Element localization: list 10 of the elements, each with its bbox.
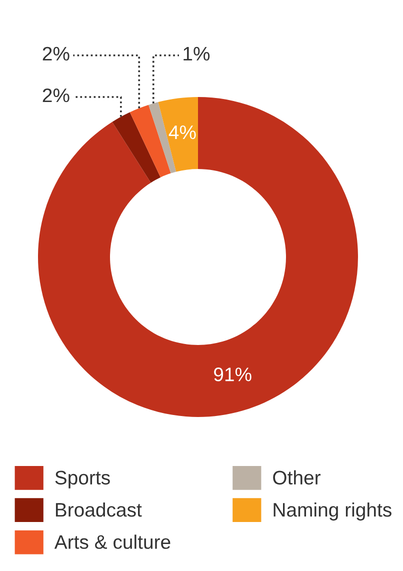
data-label: 2% — [42, 46, 70, 61]
data-label: 91% — [214, 368, 252, 382]
legend-label: Broadcast — [56, 502, 142, 517]
data-label: 2% — [42, 88, 70, 102]
data-label: 4% — [168, 126, 196, 140]
legend-label: Sports — [55, 470, 110, 488]
legend-label: Naming rights — [274, 502, 392, 521]
legend-label: Other — [273, 470, 320, 485]
legend-label: Arts & culture — [54, 534, 170, 549]
data-label: 1% — [184, 46, 210, 61]
